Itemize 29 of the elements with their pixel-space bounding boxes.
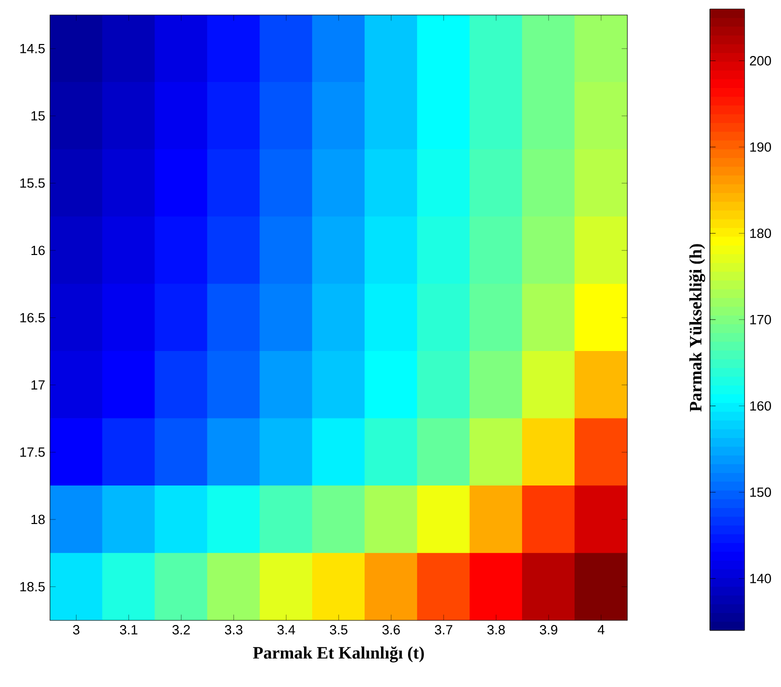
color-bar-label: 160 [750,401,772,411]
x-tick-label: 3.1 [120,625,138,634]
x-tick-label: 3.3 [224,625,242,634]
x-tick-label: 3.5 [330,625,348,634]
color-bar-title: Parmak Yüksekliği (h) [689,244,706,412]
y-tick-label: 15.5 [20,178,45,188]
y-tick-label: 16.5 [20,312,45,322]
color-bar-label: 190 [750,142,772,152]
y-tick-label: 17.5 [20,448,45,457]
color-bar-label: 150 [750,488,772,497]
y-tick-label: 15 [31,111,45,121]
y-tick-label: 16 [31,246,45,256]
y-tick-label: 17 [31,380,45,390]
x-tick-label: 3.8 [487,625,505,634]
x-tick-label: 3.7 [434,625,452,634]
x-axis-title: Parmak Et Kalınlığı (t) [253,646,424,662]
y-tick-label: 14.5 [20,44,45,54]
color-bar-label: 180 [750,228,772,238]
x-tick-label: 3 [73,625,80,634]
y-tick-label: 18 [31,514,45,524]
color-bar-label: 170 [750,314,772,324]
color-bar-label: 140 [750,574,772,584]
x-tick-label: 3.2 [172,625,190,634]
x-tick-label: 3.4 [277,625,296,634]
x-tick-label: 3.6 [382,625,400,634]
y-tick-label: 18.5 [20,582,45,592]
x-tick-label: 4 [598,625,604,634]
x-tick-label: 3.9 [540,625,558,634]
color-bar-label: 200 [750,56,772,66]
